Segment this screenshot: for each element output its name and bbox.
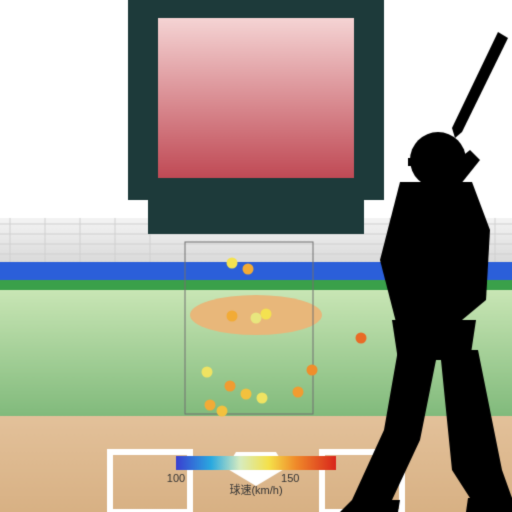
pitch-location-chart xyxy=(0,0,512,512)
